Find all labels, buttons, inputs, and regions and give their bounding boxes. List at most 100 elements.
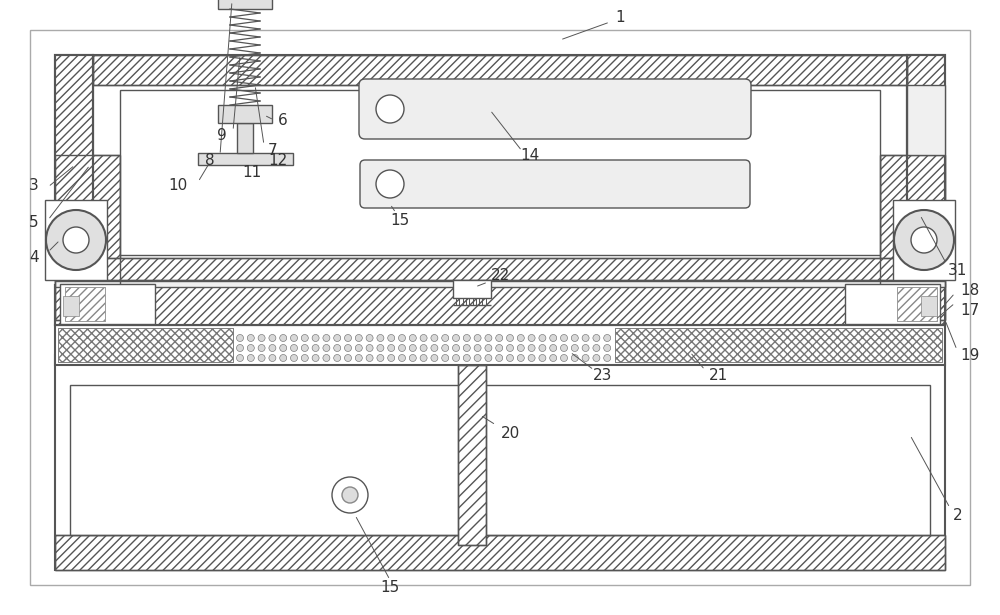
Circle shape [593,344,600,352]
Circle shape [247,335,254,341]
Circle shape [528,344,535,352]
Circle shape [571,335,578,341]
Circle shape [398,354,406,362]
Bar [55,535,945,570]
Circle shape [377,354,384,362]
Circle shape [463,335,470,341]
Bar [237,123,253,153]
Bar [897,287,937,321]
Circle shape [334,335,341,341]
Circle shape [269,354,276,362]
Circle shape [366,335,373,341]
Circle shape [894,210,954,270]
Circle shape [474,344,481,352]
Text: 5: 5 [29,215,39,229]
Text: 10: 10 [168,178,188,192]
Text: 18: 18 [960,282,980,298]
Circle shape [571,354,578,362]
Bar [55,285,945,325]
Bar [58,328,233,362]
Circle shape [528,335,535,341]
Circle shape [550,335,557,341]
Bar [55,55,93,280]
Circle shape [409,335,416,341]
Bar [921,296,937,316]
Bar [93,258,907,280]
Text: 22: 22 [490,268,510,282]
Circle shape [342,487,358,503]
Circle shape [323,354,330,362]
Circle shape [604,335,611,341]
Circle shape [604,344,611,352]
Circle shape [398,344,406,352]
Circle shape [280,354,287,362]
Circle shape [442,344,449,352]
Circle shape [528,354,535,362]
Circle shape [355,335,362,341]
Circle shape [280,344,287,352]
Bar [65,287,105,321]
Circle shape [474,354,481,362]
Circle shape [452,344,460,352]
Text: 15: 15 [380,581,400,595]
Circle shape [291,344,298,352]
Circle shape [507,344,514,352]
Circle shape [431,335,438,341]
Circle shape [442,354,449,362]
Text: 6: 6 [278,113,288,127]
Bar [907,55,945,280]
Circle shape [388,344,395,352]
Circle shape [258,344,265,352]
Circle shape [420,335,427,341]
Circle shape [63,227,89,253]
Bar [60,284,155,324]
Circle shape [452,354,460,362]
Circle shape [911,227,937,253]
Circle shape [507,354,514,362]
Circle shape [312,335,319,341]
Circle shape [442,335,449,341]
Text: 1: 1 [615,9,625,25]
Circle shape [452,335,460,341]
Bar [55,55,93,280]
Circle shape [237,354,244,362]
Bar [55,155,120,320]
Circle shape [463,354,470,362]
Bar [65,287,105,321]
Circle shape [593,335,600,341]
Bar [198,153,293,165]
Circle shape [323,344,330,352]
Circle shape [409,344,416,352]
Bar [58,328,233,362]
Circle shape [582,354,589,362]
Text: 2: 2 [953,507,963,523]
Circle shape [517,344,524,352]
Circle shape [376,95,404,123]
Circle shape [247,354,254,362]
Circle shape [291,354,298,362]
Circle shape [474,335,481,341]
Circle shape [604,354,611,362]
Circle shape [582,344,589,352]
Circle shape [539,354,546,362]
Circle shape [398,335,406,341]
Circle shape [355,354,362,362]
Circle shape [517,335,524,341]
Circle shape [517,354,524,362]
Circle shape [345,335,352,341]
Circle shape [560,344,568,352]
Text: 20: 20 [500,426,520,440]
Bar [218,0,272,9]
Circle shape [355,344,362,352]
Circle shape [280,335,287,341]
Bar [458,365,486,545]
Circle shape [345,354,352,362]
Bar [93,258,907,280]
Circle shape [496,344,503,352]
Circle shape [550,354,557,362]
Bar [55,355,945,570]
Text: 8: 8 [205,153,215,167]
Text: 15: 15 [390,213,410,228]
Circle shape [269,335,276,341]
Text: 4: 4 [29,250,39,264]
